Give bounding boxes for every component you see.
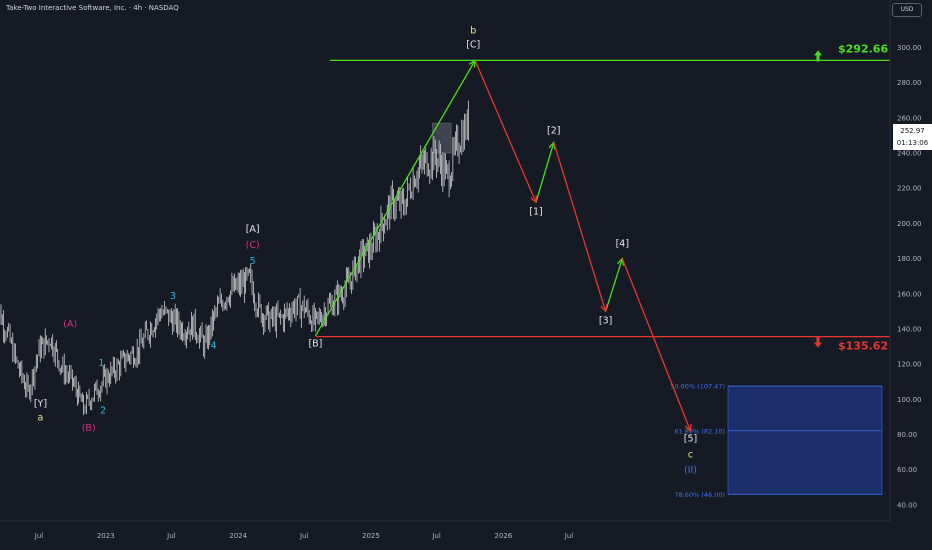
wave-label: (II) xyxy=(684,465,697,476)
y-tick-label: 40.00 xyxy=(897,501,917,509)
wave-label: (B) xyxy=(82,423,96,434)
wave-label: (C) xyxy=(246,240,260,251)
x-tick-label: Jul xyxy=(166,532,176,540)
y-tick-label: 200.00 xyxy=(897,220,922,228)
wave-label: [2] xyxy=(547,126,560,137)
y-tick-label: 60.00 xyxy=(897,466,917,474)
wave-label: [B] xyxy=(308,339,322,350)
y-tick-label: 300.00 xyxy=(897,44,922,52)
price-series xyxy=(0,100,469,416)
y-tick-label: 100.00 xyxy=(897,396,922,404)
y-tick-label: 180.00 xyxy=(897,255,922,263)
projection-down-arrowhead xyxy=(600,304,608,313)
resistance-box xyxy=(432,122,452,154)
projection-down-arrowhead xyxy=(684,423,692,433)
up-arrow-icon xyxy=(814,50,822,62)
y-tick-label: 280.00 xyxy=(897,79,922,87)
x-tick-label: 2025 xyxy=(362,532,380,540)
y-tick-label: 160.00 xyxy=(897,290,922,298)
wave-label: a xyxy=(38,412,44,423)
projection-down-arrowhead xyxy=(530,195,537,204)
fib-level-label: 61.80% (82.10) xyxy=(674,427,725,435)
x-tick-label: 2026 xyxy=(494,532,512,540)
fib-level-label: 50.00% (107.47) xyxy=(670,383,725,391)
fib-zone-box xyxy=(727,385,883,495)
fibonacci-zone: 50.00% (107.47) 61.80% (82.10) 78.60% (46.… xyxy=(670,383,883,499)
wave-label: [Y] xyxy=(34,398,47,409)
projection-down xyxy=(553,142,607,312)
y-tick-label: 240.00 xyxy=(897,150,922,158)
projection-up xyxy=(605,258,623,312)
chart-title: Take-Two Interactive Software, Inc. · 4h… xyxy=(6,4,179,12)
projection-down xyxy=(621,258,692,432)
target-label-lower: $135.62 xyxy=(838,340,888,353)
projection-up xyxy=(535,142,555,203)
price-axis-panel xyxy=(890,0,932,550)
y-tick-label: 120.00 xyxy=(897,361,922,369)
wave-label: [1] xyxy=(529,207,542,218)
wave-label: 3 xyxy=(170,291,176,302)
wave-label: 4 xyxy=(210,340,216,351)
y-tick-label: 80.00 xyxy=(897,431,917,439)
projection-up-arrowhead xyxy=(617,257,624,266)
bar-countdown: 01:13:06 xyxy=(896,139,929,147)
wave-label: [3] xyxy=(599,316,612,327)
down-arrow-icon xyxy=(814,336,822,348)
y-tick-label: 140.00 xyxy=(897,325,922,333)
last-price-tag: 252.97 01:13:06 xyxy=(893,124,932,150)
x-tick-label: Jul xyxy=(431,532,441,540)
wave-label: [4] xyxy=(616,238,629,249)
wave-label: b xyxy=(470,25,476,36)
x-tick-label: 2024 xyxy=(229,532,247,540)
x-tick-label: Jul xyxy=(564,532,574,540)
currency-button[interactable]: USD xyxy=(892,3,922,17)
wave-label: 5 xyxy=(250,256,256,267)
wave-label: c xyxy=(688,449,693,460)
wave-label: [C] xyxy=(466,40,480,51)
y-tick-label: 220.00 xyxy=(897,185,922,193)
projection-down xyxy=(474,60,537,203)
fib-level-label: 78.60% (46.00) xyxy=(674,491,725,499)
wave-label: [5] xyxy=(684,434,697,445)
wave-label: 2 xyxy=(100,405,106,416)
wave-label: (A) xyxy=(63,319,77,330)
projection-up xyxy=(314,60,476,337)
x-tick-label: Jul xyxy=(34,532,44,540)
projection-paths xyxy=(314,59,692,433)
x-tick-label: 2023 xyxy=(97,532,115,540)
y-tick-label: 260.00 xyxy=(897,114,922,122)
wave-label: 1 xyxy=(98,358,104,369)
last-price: 252.97 xyxy=(900,127,925,135)
x-tick-label: Jul xyxy=(299,532,309,540)
target-label-upper: $292.66 xyxy=(838,42,888,55)
reference-levels: $292.66 $135.62 xyxy=(316,42,890,353)
wave-labels: [Y] a (A) (B) 1 2 3 4 5 [A] (C) [B] b [C] [1] [2] [3] [4]… xyxy=(34,25,697,476)
wave-label: [A] xyxy=(246,224,260,235)
